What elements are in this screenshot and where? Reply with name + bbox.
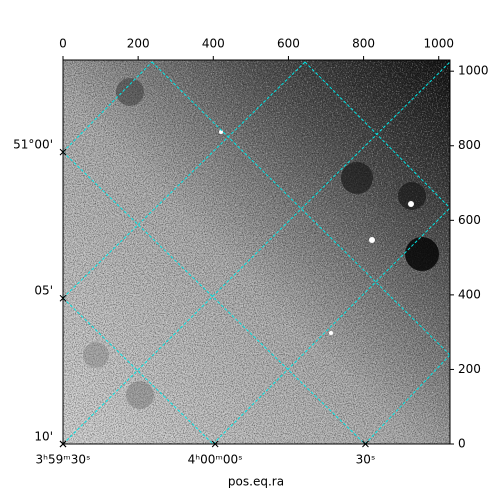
y-tick-label: 800	[458, 138, 481, 152]
ra-tick	[211, 440, 219, 448]
dec-tick	[59, 148, 67, 156]
y-tick-label: 0	[458, 437, 466, 451]
sky-image	[63, 60, 450, 444]
x-axis-label: pos.eq.ra	[228, 475, 284, 489]
x-tick-label: 200	[127, 37, 150, 51]
x-tick-label: 800	[352, 37, 375, 51]
ra-tick	[362, 440, 369, 448]
dec-tick-label: 10'	[34, 430, 53, 444]
x-tick-label: 0	[59, 37, 67, 51]
x-tick-label: 400	[202, 37, 225, 51]
dec-tick	[59, 294, 67, 302]
y-tick-label: 600	[458, 213, 481, 227]
x-tick-label: 1000	[423, 37, 454, 51]
coordinate-grid	[62, 61, 451, 445]
plot-frame	[62, 59, 451, 445]
ra-tick-label: 30ˢ	[356, 453, 376, 467]
ra-tick-label: 3ʰ59ᵐ30ˢ	[36, 453, 91, 467]
ra-tick-label: 4ʰ00ᵐ00ˢ	[188, 453, 243, 467]
dec-tick-label: 05'	[34, 284, 53, 298]
x-tick-label: 600	[277, 37, 300, 51]
y-tick-label: 1000	[458, 64, 489, 78]
dec-tick-label: 51°00'	[13, 138, 53, 152]
y-tick-label: 200	[458, 362, 481, 376]
dec-tick	[59, 440, 67, 448]
y-tick-label: 400	[458, 287, 481, 301]
